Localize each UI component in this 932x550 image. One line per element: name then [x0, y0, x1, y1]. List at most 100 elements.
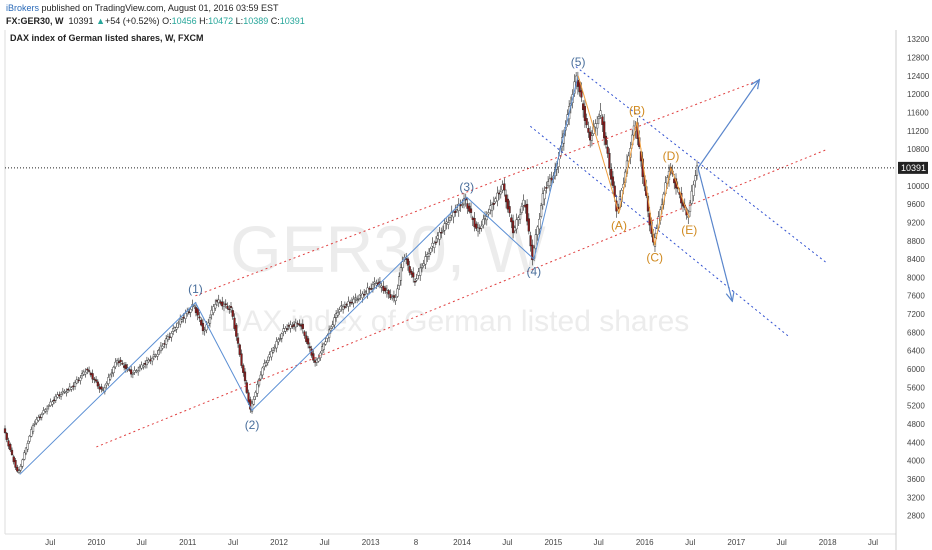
candle-body: [545, 187, 548, 189]
candle-body: [180, 319, 184, 322]
candle-body: [415, 278, 418, 281]
xtick-label: Jul: [777, 538, 787, 547]
candle-body: [196, 308, 199, 316]
ytick-label: 9600: [907, 200, 925, 209]
xtick-label: Jul: [502, 538, 512, 547]
candle-body: [536, 226, 539, 235]
candle-body: [245, 382, 248, 393]
candle-body: [349, 301, 352, 304]
candle-body: [158, 349, 161, 351]
ytick-label: 12800: [907, 53, 930, 62]
candle-body: [589, 131, 592, 141]
candle-body: [5, 432, 8, 440]
candle-body: [688, 202, 692, 212]
candle-body: [189, 309, 192, 313]
candle-body: [273, 346, 276, 349]
candle-body: [77, 379, 80, 382]
ytick-label: 4000: [907, 457, 925, 466]
open-value: 10456: [171, 16, 197, 26]
candle-body: [221, 301, 224, 307]
candle-body: [525, 203, 529, 222]
candle-body: [80, 373, 84, 377]
ytick-label: 8400: [907, 255, 925, 264]
candle-body: [384, 287, 387, 292]
published-text: published on TradingView.com, August 01,…: [39, 3, 279, 13]
candle-body: [396, 288, 399, 297]
blue-channel-lower: [530, 125, 790, 338]
xtick-label: 2010: [87, 538, 105, 547]
candle-body: [45, 408, 49, 412]
candle-body: [177, 322, 180, 324]
symbol-label[interactable]: FX:GER30, W: [6, 16, 64, 26]
ytick-label: 12400: [907, 72, 930, 81]
candle-body: [58, 394, 61, 397]
candle-body: [235, 324, 238, 337]
candle-body: [105, 383, 108, 386]
candle-body: [306, 338, 310, 345]
candle-body: [587, 128, 590, 133]
candle-body: [354, 297, 357, 299]
candle-body: [476, 227, 480, 232]
time-axis[interactable]: Jul 2010 Jul 2011 Jul 2012 Jul 2013 8 2014 Jul 2015…: [45, 538, 878, 547]
candle-body: [82, 371, 85, 375]
candle-body: [263, 363, 266, 367]
candle-body: [247, 392, 250, 403]
candle-body: [208, 317, 212, 324]
candle-body: [256, 384, 259, 394]
candle-body: [19, 466, 22, 471]
candle-body: [17, 470, 21, 473]
candle-body: [72, 385, 75, 388]
candle-body: [289, 324, 292, 329]
candle-body: [142, 365, 145, 368]
candle-body: [331, 324, 334, 328]
candle-body: [93, 378, 96, 381]
candle-body: [312, 353, 315, 361]
candle-body: [68, 386, 71, 391]
ohlc-line: FX:GER30, W 10391 ▲+54 (+0.52%) O:10456 …: [6, 16, 305, 26]
ytick-label: 3200: [907, 493, 925, 502]
candle-body: [87, 370, 91, 372]
candle-body: [527, 218, 530, 232]
price-axis[interactable]: 2800 3200 3600 4000 4400 4800 5200 5600 6000 6400…: [907, 35, 930, 521]
candle-body: [424, 256, 427, 265]
candle-body: [119, 359, 122, 363]
candle-body: [364, 291, 368, 293]
candle-body: [163, 343, 166, 345]
candle-body: [391, 296, 394, 299]
candle-body: [517, 217, 520, 221]
watermark-description: DAX index of German listed shares: [221, 305, 690, 338]
candle-body: [692, 184, 695, 196]
candles: [3, 71, 699, 475]
candle-body: [285, 328, 289, 330]
last-value: 10391: [68, 16, 94, 26]
candle-body: [266, 360, 269, 364]
xtick-label: 2015: [544, 538, 562, 547]
xtick-label: Jul: [319, 538, 329, 547]
candle-body: [440, 232, 443, 234]
candle-body: [175, 327, 178, 330]
candle-body: [599, 110, 602, 116]
candle-body: [301, 323, 304, 329]
candle-body: [524, 204, 527, 208]
candle-body: [596, 123, 599, 129]
candle-body: [433, 243, 436, 248]
candle-body: [238, 344, 241, 355]
price-tag-box: [898, 161, 928, 174]
candle-body: [342, 306, 345, 310]
low-label: L:: [235, 16, 244, 26]
ytick-label: 6800: [907, 328, 925, 337]
candle-body: [590, 135, 594, 141]
candle-body: [405, 258, 408, 260]
ytick-label: 4800: [907, 420, 925, 429]
candle-body: [187, 311, 191, 314]
candle-body: [406, 258, 410, 266]
candle-body: [35, 419, 38, 424]
wave-label: (B): [629, 103, 645, 117]
candle-body: [3, 428, 7, 433]
candle-body: [138, 366, 142, 369]
candle-body: [56, 394, 59, 398]
candle-body: [212, 306, 215, 313]
publisher-link[interactable]: iBrokers: [6, 3, 40, 13]
candle-body: [261, 367, 264, 376]
